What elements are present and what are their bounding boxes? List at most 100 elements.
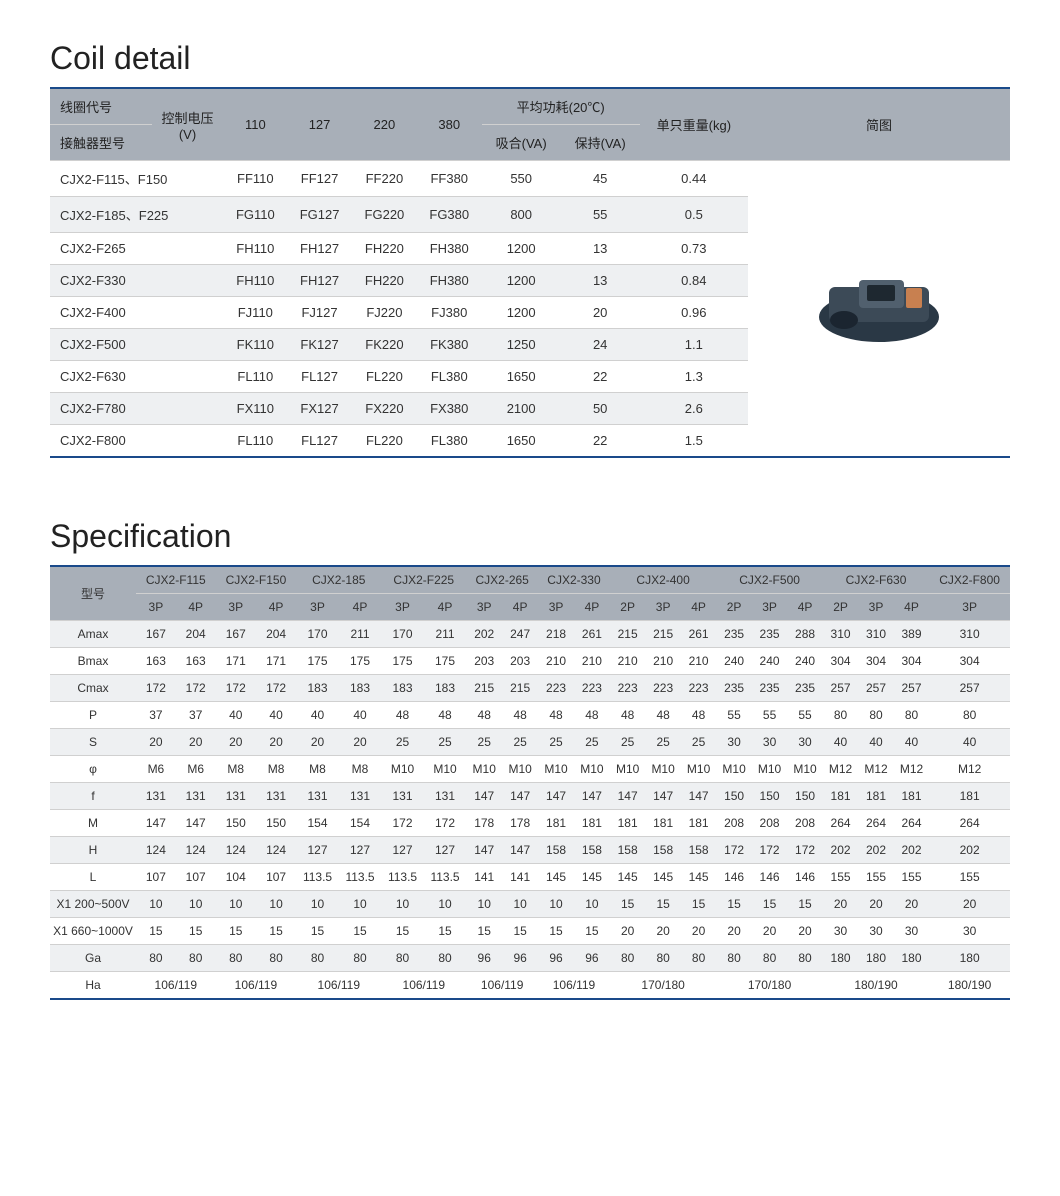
cell-val: 96	[502, 945, 538, 972]
cell-val: 180	[894, 945, 929, 972]
cell-val: 215	[645, 621, 680, 648]
col-model: CJX2-F800	[929, 566, 1010, 594]
cell-v220: FL220	[352, 425, 417, 458]
cell-val: 15	[424, 918, 467, 945]
coil-row: CJX2-F115、F150FF110FF127FF220FF380550450…	[50, 161, 1010, 197]
cell-val: 48	[502, 702, 538, 729]
cell-val: 15	[339, 918, 382, 945]
cell-val: 15	[176, 918, 216, 945]
spec-row: L107107104107113.5113.5113.5113.51411411…	[50, 864, 1010, 891]
cell-val: 20	[216, 729, 256, 756]
cell-val: 25	[466, 729, 502, 756]
cell-v110: FH110	[224, 265, 288, 297]
cell-val: 55	[752, 702, 787, 729]
cell-param: M	[50, 810, 136, 837]
cell-v380: FJ380	[417, 297, 482, 329]
col-pole: 3P	[381, 594, 424, 621]
cell-val: 147	[645, 783, 680, 810]
cell-val: 172	[381, 810, 424, 837]
cell-val: 10	[256, 891, 296, 918]
cell-val: 48	[381, 702, 424, 729]
cell-val: 264	[929, 810, 1010, 837]
cell-v220: FG220	[352, 197, 417, 233]
cell-val: 15	[716, 891, 751, 918]
cell-val: 147	[610, 783, 645, 810]
spec-title: Specification	[50, 518, 1010, 555]
cell-val: 25	[574, 729, 610, 756]
cell-val: 171	[256, 648, 296, 675]
cell-val: 80	[381, 945, 424, 972]
cell-val: 147	[502, 783, 538, 810]
cell-val: 155	[929, 864, 1010, 891]
cell-val: 113.5	[339, 864, 382, 891]
cell-val: 80	[256, 945, 296, 972]
cell-v220: FX220	[352, 393, 417, 425]
cell-val: 20	[823, 891, 858, 918]
cell-val: 304	[894, 648, 929, 675]
col-pole: 4P	[502, 594, 538, 621]
cell-val: 10	[339, 891, 382, 918]
col-model: CJX2-F630	[823, 566, 929, 594]
cell-val: 48	[645, 702, 680, 729]
cell-val: 15	[538, 918, 574, 945]
cell-val: 210	[610, 648, 645, 675]
cell-v110: FX110	[224, 393, 288, 425]
cell-param: φ	[50, 756, 136, 783]
cell-val: 215	[466, 675, 502, 702]
col-coil-code: 线圈代号	[50, 88, 152, 125]
cell-val: 124	[216, 837, 256, 864]
cell-wt: 1.5	[640, 425, 748, 458]
cell-val: 80	[681, 945, 716, 972]
cell-v127: FF127	[287, 161, 352, 197]
cell-val: 235	[716, 675, 751, 702]
cell-v127: FG127	[287, 197, 352, 233]
cell-val: M12	[894, 756, 929, 783]
cell-val: 180	[858, 945, 893, 972]
coil-product-icon	[804, 262, 954, 352]
cell-val: 204	[256, 621, 296, 648]
col-220: 220	[352, 88, 417, 161]
cell-val: 304	[929, 648, 1010, 675]
cell-val: 264	[894, 810, 929, 837]
cell-val: 106/119	[216, 972, 297, 1000]
cell-val: 40	[929, 729, 1010, 756]
col-pole: 4P	[424, 594, 467, 621]
cell-val: 208	[752, 810, 787, 837]
cell-val: 167	[136, 621, 176, 648]
cell-v380: FG380	[417, 197, 482, 233]
cell-val: 247	[502, 621, 538, 648]
cell-val: 235	[787, 675, 822, 702]
coil-title: Coil detail	[50, 40, 1010, 77]
cell-val: M10	[645, 756, 680, 783]
cell-v110: FJ110	[224, 297, 288, 329]
cell-val: 15	[502, 918, 538, 945]
cell-val: 172	[136, 675, 176, 702]
cell-model: CJX2-F115、F150	[50, 161, 224, 197]
spec-row-ha: Ha106/119106/119106/119106/119106/119106…	[50, 972, 1010, 1000]
cell-val: 15	[787, 891, 822, 918]
cell-val: 15	[681, 891, 716, 918]
cell-val: 172	[216, 675, 256, 702]
cell-val: 25	[538, 729, 574, 756]
cell-val: 80	[645, 945, 680, 972]
cell-val: M10	[787, 756, 822, 783]
cell-val: 310	[858, 621, 893, 648]
cell-wt: 0.5	[640, 197, 748, 233]
col-model: CJX2-F115	[136, 566, 216, 594]
cell-hold: 45	[561, 161, 640, 197]
col-pole: 4P	[256, 594, 296, 621]
cell-val: 80	[894, 702, 929, 729]
cell-param: S	[50, 729, 136, 756]
cell-diagram	[748, 161, 1010, 458]
cell-v127: FL127	[287, 361, 352, 393]
cell-val: 175	[381, 648, 424, 675]
cell-val: 146	[787, 864, 822, 891]
cell-v380: FX380	[417, 393, 482, 425]
cell-val: 127	[339, 837, 382, 864]
cell-val: 20	[176, 729, 216, 756]
cell-val: 175	[424, 648, 467, 675]
cell-val: 80	[136, 945, 176, 972]
cell-val: 147	[466, 783, 502, 810]
cell-val: 106/119	[296, 972, 381, 1000]
col-380: 380	[417, 88, 482, 161]
